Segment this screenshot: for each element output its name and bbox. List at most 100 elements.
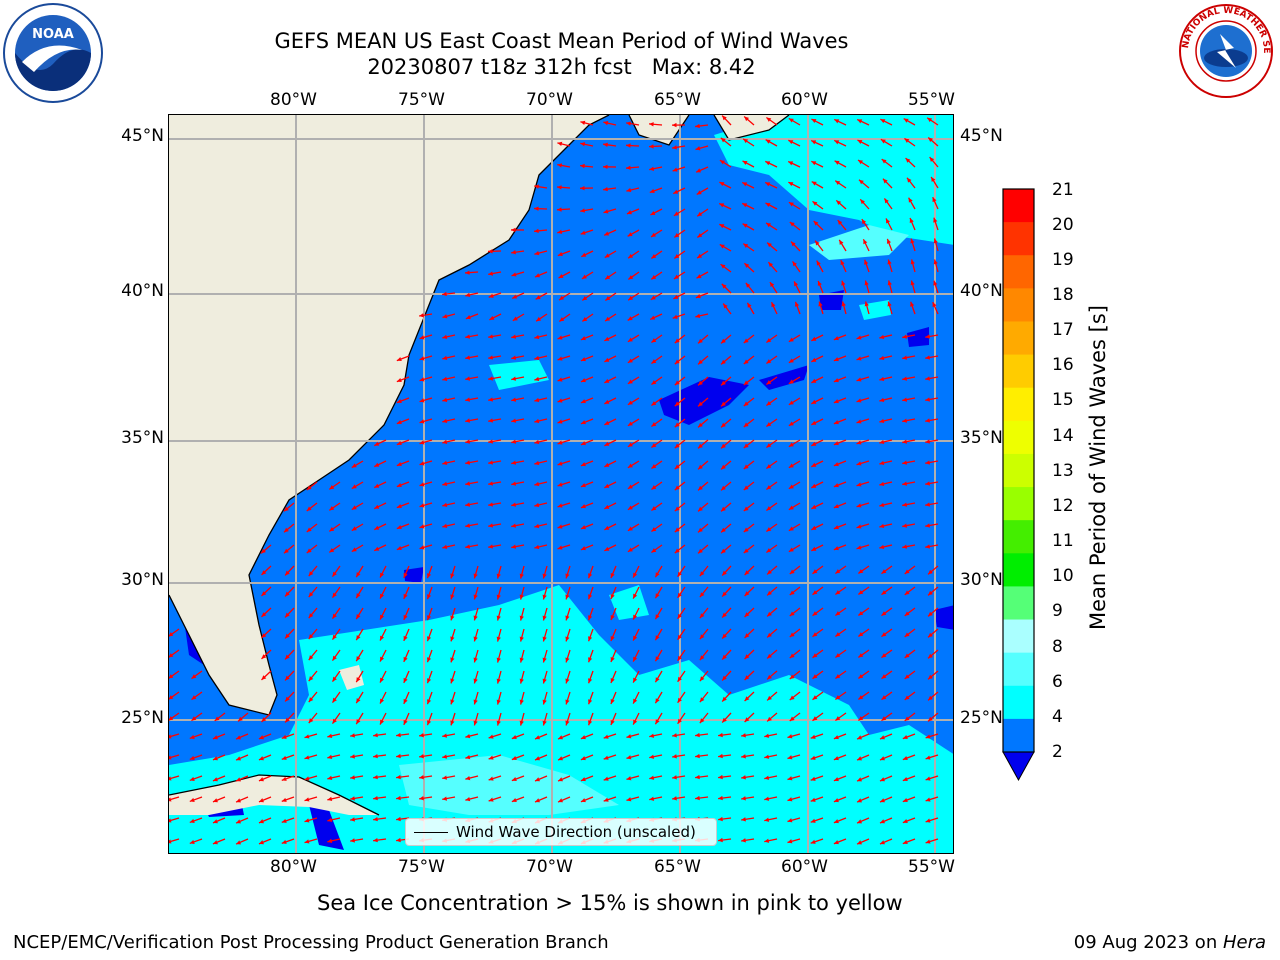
wave-arrow: [308, 649, 318, 661]
wave-arrow: [788, 397, 801, 406]
wave-arrow: [925, 838, 939, 844]
wave-arrow: [743, 334, 755, 344]
wave-arrow: [235, 838, 249, 845]
wave-arrow: [856, 796, 870, 803]
wave-arrow: [789, 221, 801, 231]
wave-arrow: [788, 418, 801, 427]
lon-tick-top: 80°W: [270, 90, 317, 110]
wave-arrow: [672, 775, 686, 780]
map-panel: [168, 114, 954, 854]
wave-arrow: [833, 838, 847, 845]
wave-arrow: [741, 796, 755, 801]
wave-arrow: [511, 502, 525, 507]
wave-arrow: [834, 691, 847, 701]
wave-arrow: [284, 565, 295, 576]
lat-tick-right: 45°N: [960, 126, 1003, 146]
wave-arrow: [373, 544, 387, 552]
wave-arrow: [650, 250, 663, 259]
wave-arrow: [465, 355, 479, 360]
wave-arrow: [419, 775, 433, 780]
wave-arrow: [465, 334, 479, 339]
wave-arrow: [488, 355, 502, 360]
wave-arrow: [396, 397, 410, 404]
wave-arrow: [741, 181, 755, 189]
wave-arrow: [632, 607, 640, 620]
wave-arrow: [627, 397, 640, 406]
wave-arrow: [695, 313, 709, 319]
wave-arrow: [557, 141, 571, 147]
wave-arrow: [649, 187, 663, 194]
wave-arrow: [674, 397, 686, 407]
wave-arrow: [465, 733, 479, 739]
wave-arrow: [328, 523, 341, 532]
wave-arrow: [765, 202, 778, 210]
wave-arrow: [765, 481, 778, 491]
wave-arrow: [811, 355, 824, 363]
wave-arrow: [488, 796, 502, 802]
wave-arrow: [856, 397, 870, 403]
colorbar-under-triangle: [1002, 751, 1035, 782]
wave-arrow: [651, 439, 663, 449]
wave-arrow: [191, 712, 203, 722]
wave-arrow: [744, 712, 755, 723]
wave-arrow: [308, 712, 318, 724]
wave-arrow: [610, 712, 617, 726]
wave-arrow: [351, 481, 364, 490]
wave-arrow: [856, 439, 870, 445]
wave-arrow: [840, 259, 847, 273]
wave-arrow: [442, 481, 456, 487]
wave-arrow: [746, 302, 755, 315]
wave-arrow: [879, 502, 893, 508]
wave-arrow: [487, 249, 502, 254]
wave-arrow: [788, 376, 801, 385]
wave-arrow: [904, 628, 916, 638]
wave-arrow: [697, 397, 709, 407]
wave-arrow: [695, 292, 709, 299]
wave-arrow: [580, 418, 594, 425]
wave-arrow: [697, 376, 709, 386]
wave-arrow: [837, 219, 847, 231]
lon-tick-bottom: 55°W: [908, 857, 955, 877]
wave-arrow: [327, 733, 341, 739]
wave-arrow: [632, 628, 640, 641]
colorbar-tick: 10: [1052, 566, 1074, 586]
wave-arrow: [925, 733, 939, 739]
colorbar-tick: 8: [1052, 637, 1063, 657]
wave-arrow: [604, 397, 617, 405]
wave-arrow: [674, 523, 686, 533]
wave-arrow: [328, 544, 341, 553]
wave-arrow: [534, 271, 548, 278]
wave-arrow: [473, 586, 479, 600]
wave-arrow: [672, 145, 686, 150]
wave-arrow: [355, 607, 364, 620]
wave-arrow: [925, 397, 939, 402]
wave-arrow: [331, 628, 341, 640]
wave-arrow: [672, 313, 686, 319]
wave-arrow: [355, 565, 364, 578]
wave-arrow: [534, 184, 548, 189]
wave-arrow: [881, 712, 893, 722]
wave-arrow: [557, 250, 571, 257]
wave-arrow: [696, 187, 709, 196]
wave-arrow: [261, 628, 272, 639]
wave-arrow: [450, 628, 456, 642]
wave-arrow: [677, 712, 686, 725]
wave-arrow: [766, 607, 778, 617]
wave-arrow: [396, 732, 410, 738]
wave-arrow: [933, 238, 939, 252]
wave-arrow: [674, 460, 686, 470]
wave-arrow: [902, 838, 916, 845]
wave-arrow: [308, 565, 318, 577]
wave-arrow: [419, 523, 433, 529]
wave-arrow: [699, 607, 709, 619]
wave-arrow: [902, 376, 916, 381]
wave-arrow: [904, 691, 916, 701]
wave-arrow: [833, 418, 847, 425]
wave-arrow: [604, 355, 617, 363]
colorbar-frame: [1002, 188, 1035, 753]
wave-arrow: [496, 712, 502, 726]
wave-arrow: [519, 712, 525, 726]
wave-arrow: [720, 523, 732, 533]
wave-arrow: [651, 460, 663, 470]
wave-arrow: [697, 481, 709, 491]
